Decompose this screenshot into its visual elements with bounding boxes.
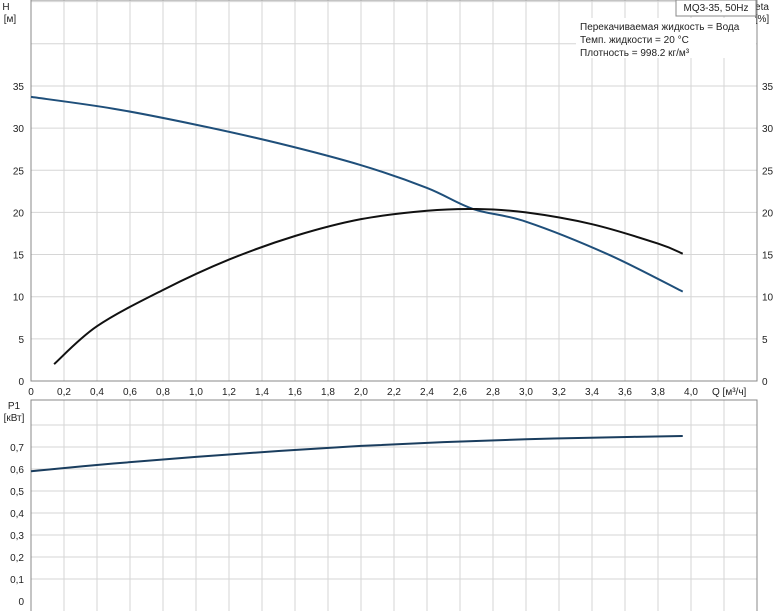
x-tick-label: 0,2	[57, 387, 71, 398]
p1-tick-label: 0,3	[10, 531, 24, 542]
p1-tick-label: 0,5	[10, 487, 24, 498]
eta-tick-label: 5	[762, 335, 768, 346]
x-tick-label: 2,4	[420, 387, 434, 398]
x-tick-label: 0,8	[156, 387, 170, 398]
p1-tick-label: 0,1	[10, 575, 24, 586]
eta-tick-label: 35	[762, 82, 774, 93]
eta-axis-unit: [%]	[755, 14, 770, 25]
fluid-info-liquid: Перекачиваемая жидкость = Вода	[580, 22, 740, 33]
x-tick-label: 0	[28, 387, 34, 398]
eta-tick-label: 25	[762, 166, 774, 177]
eta-tick-label: 20	[762, 208, 774, 219]
q-axis-label: Q [м³/ч]	[712, 387, 747, 398]
x-tick-label: 0,6	[123, 387, 137, 398]
top-grid	[30, 0, 758, 382]
h-tick-label: 0	[18, 377, 24, 388]
p1-tick-label: 0	[18, 597, 24, 608]
eta-tick-label: 30	[762, 124, 774, 135]
x-tick-label: 1,8	[321, 387, 335, 398]
x-tick-label: 0,4	[90, 387, 104, 398]
x-tick-label: 2,8	[486, 387, 500, 398]
p1-tick-label: 0,4	[10, 509, 24, 520]
p1-axis-label: P1	[8, 401, 21, 412]
h-tick-label: 10	[13, 293, 25, 304]
eta-tick-label: 15	[762, 251, 774, 262]
p1-axis-unit: [кВт]	[4, 413, 25, 424]
x-tick-label: 2,6	[453, 387, 467, 398]
x-tick-label: 1,0	[189, 387, 203, 398]
p1-tick-label: 0,2	[10, 553, 24, 564]
eta-tick-label: 0	[762, 377, 768, 388]
x-tick-label: 1,2	[222, 387, 236, 398]
h-tick-label: 25	[13, 166, 25, 177]
bottom-grid	[30, 399, 758, 611]
x-tick-label: 1,6	[288, 387, 302, 398]
h-tick-label: 5	[18, 335, 24, 346]
eta-axis-label: eta	[755, 2, 769, 13]
tick-labels: 0 0,2 0,4 0,6 0,8 1,0 1,2 1,4 1,6 1,8 2,0 2,2 2,4 2,6…	[10, 82, 773, 608]
x-tick-label: 3,2	[552, 387, 566, 398]
fluid-info-temp: Темп. жидкости = 20 °C	[580, 35, 689, 46]
x-tick-label: 3,6	[618, 387, 632, 398]
fluid-info-density: Плотность = 998.2 кг/м³	[580, 48, 690, 59]
top-plot-frame	[30, 0, 758, 382]
x-tick-label: 1,4	[255, 387, 269, 398]
x-tick-label: 4,0	[684, 387, 698, 398]
x-tick-label: 2,2	[387, 387, 401, 398]
eta-tick-label: 10	[762, 293, 774, 304]
h-tick-label: 15	[13, 251, 25, 262]
x-tick-label: 3,4	[585, 387, 599, 398]
x-tick-label: 3,8	[651, 387, 665, 398]
model-title: MQ3-35, 50Hz	[683, 3, 748, 14]
model-box	[675, 0, 757, 17]
eta-curve	[53, 207, 684, 365]
h-tick-label: 30	[13, 124, 25, 135]
h-axis-unit: [м]	[4, 14, 17, 25]
fluid-info-box	[576, 18, 756, 58]
x-tick-label: 2,0	[354, 387, 368, 398]
p1-curve	[30, 435, 683, 473]
series-lines	[30, 95, 684, 473]
p1-tick-label: 0,7	[10, 443, 24, 454]
bottom-plot-frame	[30, 399, 758, 611]
h-curve	[30, 95, 684, 293]
h-tick-label: 35	[13, 82, 25, 93]
h-axis-label: H	[2, 2, 9, 13]
x-tick-label: 3,0	[519, 387, 533, 398]
h-tick-label: 20	[13, 208, 25, 219]
p1-tick-label: 0,6	[10, 465, 24, 476]
